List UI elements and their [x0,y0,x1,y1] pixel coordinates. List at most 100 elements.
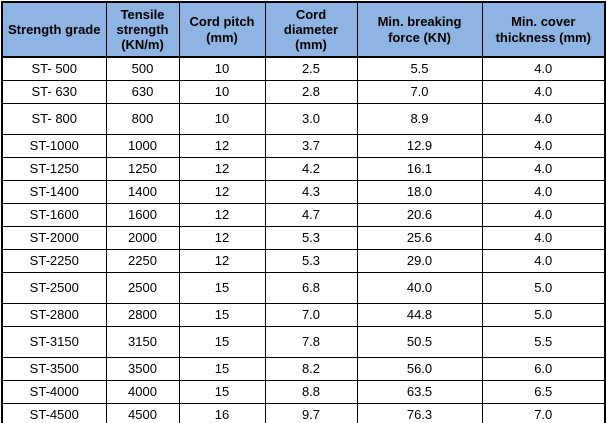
table-row: ST-2250 2250 12 5.3 29.0 4.0 [1,248,606,273]
table-cell: 630 [105,79,180,104]
table-cell: 3500 [105,356,180,381]
table-body: ST- 500 500 10 2.5 5.5 4.0 ST- 630 630 10 2.8 7.0 4… [1,56,606,423]
table-cell: 9.7 [264,402,358,423]
column-header-min-cover-thickness: Min. cover thickness (mm) [481,1,606,58]
table-cell: 15 [178,302,266,327]
table-cell: 15 [178,271,266,304]
header-row: Strength grade Tensile strength (KN/m) C… [1,1,606,58]
table-cell: ST- 630 [1,79,107,104]
table-cell: 5.3 [264,248,358,273]
table-cell: 800 [105,102,180,135]
table-cell: 8.2 [264,356,358,381]
table-cell: ST-1000 [1,133,107,158]
column-header-cord-pitch: Cord pitch (mm) [178,1,266,58]
table-cell: 4.3 [264,179,358,204]
table-row: ST-2800 2800 15 7.0 44.8 5.0 [1,302,606,327]
table-row: ST- 800 800 10 3.0 8.9 4.0 [1,102,606,135]
table-cell: 10 [178,102,266,135]
table-row: ST- 630 630 10 2.8 7.0 4.0 [1,79,606,104]
table-cell: 7.0 [264,302,358,327]
table-row: ST- 500 500 10 2.5 5.5 4.0 [1,56,606,81]
table-cell: ST- 800 [1,102,107,135]
column-header-cord-diameter: Cord diameter (mm) [264,1,358,58]
table-cell: 2250 [105,248,180,273]
table-cell: 1400 [105,179,180,204]
table-cell: 16.1 [356,156,483,181]
table-cell: 76.3 [356,402,483,423]
table-cell: 56.0 [356,356,483,381]
table-cell: ST-1400 [1,179,107,204]
table-cell: 500 [105,56,180,81]
table-cell: 12.9 [356,133,483,158]
table-cell: 3150 [105,325,180,358]
table-cell: 5.3 [264,225,358,250]
table-row: ST-1600 1600 12 4.7 20.6 4.0 [1,202,606,227]
table-cell: 5.0 [481,271,606,304]
table-cell: 4.0 [481,156,606,181]
table-cell: 2.8 [264,79,358,104]
table-cell: 25.6 [356,225,483,250]
table-cell: 12 [178,179,266,204]
table-cell: 1600 [105,202,180,227]
table-row: ST-1250 1250 12 4.2 16.1 4.0 [1,156,606,181]
table-cell: 16 [178,402,266,423]
table-cell: ST-2250 [1,248,107,273]
table-cell: ST-2500 [1,271,107,304]
table-cell: 15 [178,356,266,381]
table-row: ST-3500 3500 15 8.2 56.0 6.0 [1,356,606,381]
table-cell: 4.0 [481,56,606,81]
table-cell: 3.7 [264,133,358,158]
table-cell: ST- 500 [1,56,107,81]
table-cell: 44.8 [356,302,483,327]
table-cell: 2800 [105,302,180,327]
table-cell: 12 [178,133,266,158]
table-cell: ST-4000 [1,379,107,404]
table-cell: 12 [178,156,266,181]
table-cell: 4.2 [264,156,358,181]
table-row: ST-3150 3150 15 7.8 50.5 5.5 [1,325,606,358]
table-cell: 12 [178,248,266,273]
table-cell: 1250 [105,156,180,181]
table-cell: ST-3150 [1,325,107,358]
table-cell: 12 [178,202,266,227]
table-cell: 6.5 [481,379,606,404]
table-cell: 20.6 [356,202,483,227]
table-cell: 4.0 [481,248,606,273]
table-cell: 5.5 [481,325,606,358]
column-header-tensile-strength: Tensile strength (KN/m) [105,1,180,58]
table-row: ST-2500 2500 15 6.8 40.0 5.0 [1,271,606,304]
table-cell: 7.0 [356,79,483,104]
table-cell: 8.8 [264,379,358,404]
table-cell: 2500 [105,271,180,304]
table-cell: 12 [178,225,266,250]
table-row: ST-2000 2000 12 5.3 25.6 4.0 [1,225,606,250]
table-row: ST-1000 1000 12 3.7 12.9 4.0 [1,133,606,158]
table-cell: 15 [178,379,266,404]
table-cell: 6.0 [481,356,606,381]
table-cell: 63.5 [356,379,483,404]
table-cell: 10 [178,56,266,81]
table-cell: ST-2800 [1,302,107,327]
column-header-strength-grade: Strength grade [1,1,107,58]
table-cell: 4.0 [481,202,606,227]
table-cell: 5.0 [481,302,606,327]
table-cell: 4.0 [481,225,606,250]
table-cell: 2000 [105,225,180,250]
table-cell: ST-3500 [1,356,107,381]
table-cell: 10 [178,79,266,104]
table-cell: 18.0 [356,179,483,204]
table-cell: 4.0 [481,79,606,104]
table-cell: 8.9 [356,102,483,135]
table-cell: 7.0 [481,402,606,423]
table-cell: 3.0 [264,102,358,135]
table-cell: 1000 [105,133,180,158]
table-cell: 4000 [105,379,180,404]
table-cell: 4.7 [264,202,358,227]
table-row: ST-4500 4500 16 9.7 76.3 7.0 [1,402,606,423]
table-cell: 4.0 [481,133,606,158]
table-row: ST-4000 4000 15 8.8 63.5 6.5 [1,379,606,404]
table-cell: ST-1250 [1,156,107,181]
table-cell: 7.8 [264,325,358,358]
